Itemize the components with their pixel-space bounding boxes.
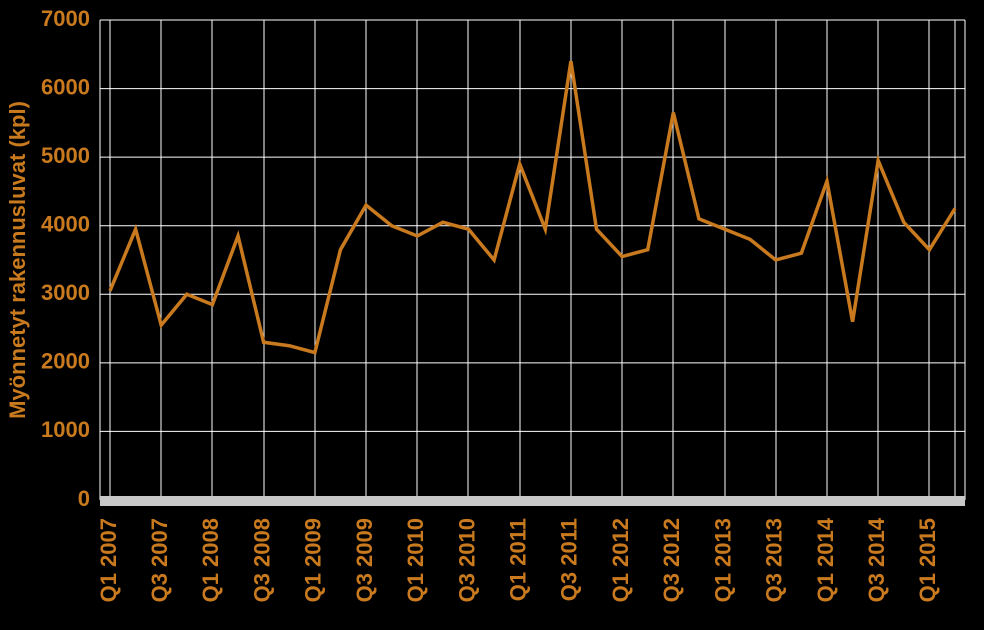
- y-tick-label: 1000: [41, 417, 90, 442]
- line-chart: 0 1000 2000 3000 4000 5000 6000 7000 Myönnetyt r…: [0, 0, 984, 630]
- y-tick-label: 4000: [41, 212, 90, 237]
- x-tick-label: Q1 2007: [96, 518, 121, 602]
- chart-container: 0 1000 2000 3000 4000 5000 6000 7000 Myönnetyt r…: [0, 0, 984, 630]
- x-tick-label: Q3 2010: [454, 518, 479, 602]
- x-tick-label: Q1 2014: [813, 517, 838, 602]
- x-tick-label: Q1 2015: [915, 518, 940, 602]
- y-tick-label: 7000: [41, 6, 90, 31]
- x-tick-label: Q3 2012: [659, 518, 684, 602]
- y-tick-label: 0: [78, 486, 90, 511]
- x-tick-label: Q1 2012: [608, 518, 633, 602]
- x-tick-label: Q3 2014: [864, 517, 889, 602]
- x-tick-label: Q3 2007: [147, 518, 172, 602]
- x-tick-label: Q3 2008: [249, 518, 274, 602]
- x-tick-label: Q3 2009: [352, 518, 377, 602]
- y-tick-label: 5000: [41, 143, 90, 168]
- x-axis-baseline: [100, 496, 965, 506]
- y-axis-title: Myönnetyt rakennusluvat (kpl): [5, 101, 30, 419]
- x-tick-label: Q1 2013: [710, 518, 735, 602]
- y-tick-label: 2000: [41, 349, 90, 374]
- x-tick-label: Q1 2011: [506, 518, 531, 601]
- x-tick-label: Q3 2013: [762, 518, 787, 602]
- x-tick-label: Q1 2008: [198, 518, 223, 602]
- y-tick-label: 3000: [41, 280, 90, 305]
- x-tick-label: Q1 2010: [403, 518, 428, 602]
- y-tick-label: 6000: [41, 74, 90, 99]
- data-series-line: [110, 61, 955, 352]
- x-tick-label: Q1 2009: [301, 518, 326, 602]
- x-tick-label: Q3 2011: [557, 518, 582, 601]
